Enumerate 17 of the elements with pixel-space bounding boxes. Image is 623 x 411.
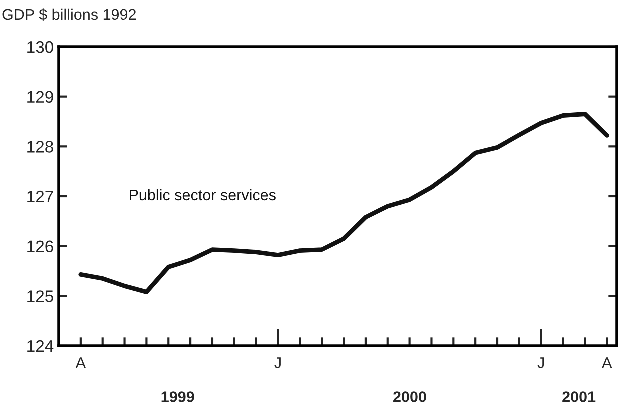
x-tick-label: A bbox=[602, 358, 612, 368]
line-series bbox=[78, 112, 610, 294]
y-tick-label: 127 bbox=[28, 190, 54, 203]
x-tick-label: J bbox=[538, 358, 544, 368]
y-tick-label: 130 bbox=[28, 41, 54, 54]
text: 2000 bbox=[394, 392, 426, 402]
x-tick-label: A bbox=[76, 358, 86, 368]
y-tick-label: 129 bbox=[28, 91, 54, 104]
y-tick-label: 126 bbox=[28, 240, 54, 253]
text: 2001 bbox=[562, 392, 596, 402]
y-tick-label: 128 bbox=[28, 141, 54, 153]
text: 1999 bbox=[162, 392, 194, 402]
y-tick-label: 125 bbox=[28, 290, 54, 302]
y-tick-label: 124 bbox=[28, 340, 54, 352]
x-tick-label: J bbox=[274, 358, 281, 368]
text: Public sector services bbox=[130, 189, 276, 201]
y-axis-title: GDP $ billions 1992 bbox=[2, 8, 136, 22]
